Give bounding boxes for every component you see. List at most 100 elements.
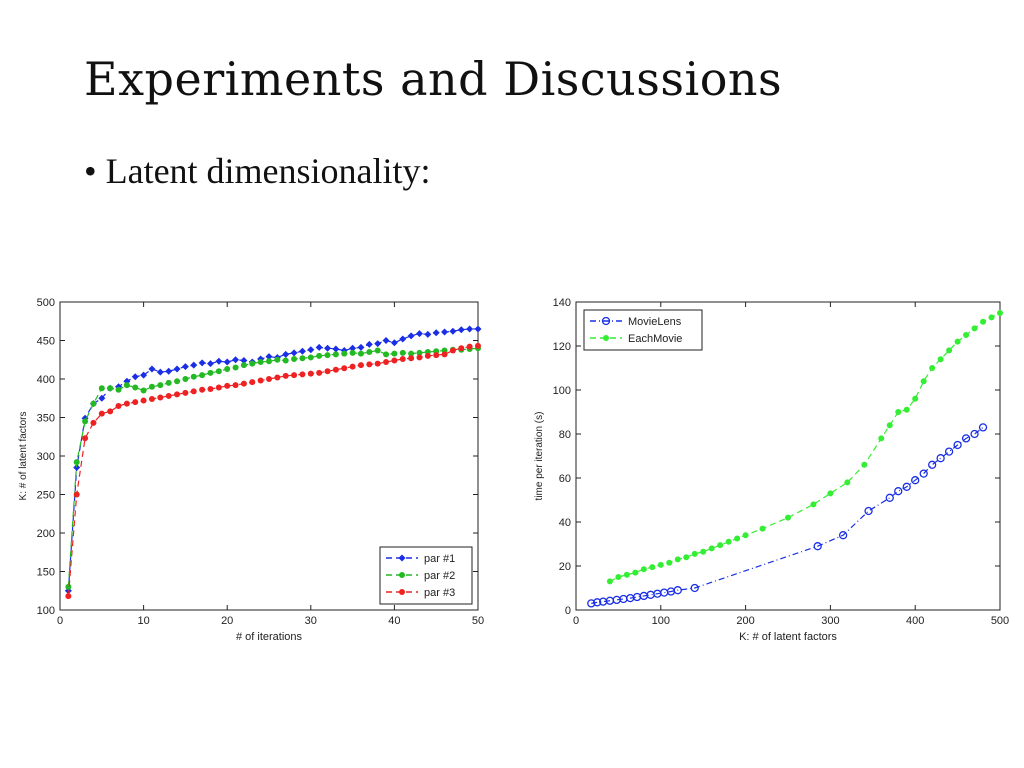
data-point	[215, 368, 222, 375]
x-axis-label: K: # of latent factors	[739, 631, 837, 643]
data-point	[298, 347, 306, 355]
data-point	[215, 384, 222, 391]
data-point	[157, 382, 164, 389]
data-point	[307, 354, 314, 361]
data-point	[299, 355, 306, 362]
data-point	[374, 347, 381, 354]
data-point	[449, 327, 457, 335]
data-point	[593, 598, 602, 607]
data-point	[132, 384, 139, 391]
data-point	[190, 388, 197, 395]
data-point	[374, 340, 382, 348]
data-point	[215, 357, 223, 365]
y-tick-label: 400	[37, 374, 55, 386]
data-point	[861, 461, 868, 468]
data-point	[399, 355, 406, 362]
data-point	[291, 355, 298, 362]
data-point	[810, 501, 817, 508]
data-point	[123, 400, 130, 407]
data-point	[190, 373, 197, 380]
data-point	[232, 382, 239, 389]
time-chart: 0 100 200 300 400 500 0 20 40 60 80 100 120 140 K: # o…	[528, 290, 1018, 650]
data-point	[466, 343, 473, 350]
data-point	[265, 353, 273, 361]
data-point	[415, 330, 423, 338]
data-point	[466, 325, 474, 333]
data-point	[813, 542, 822, 551]
data-point	[206, 360, 214, 368]
data-point	[407, 332, 415, 340]
legend-label: EachMovie	[628, 333, 682, 345]
data-point	[391, 350, 398, 357]
data-point	[441, 328, 449, 336]
data-point	[98, 394, 106, 402]
series-line-0	[591, 426, 984, 604]
data-point	[282, 372, 289, 379]
data-point	[357, 362, 364, 369]
data-point	[929, 365, 936, 371]
y-tick-label: 350	[37, 413, 55, 425]
data-point	[660, 588, 669, 597]
y-tick-label: 80	[559, 429, 571, 441]
data-point	[708, 545, 715, 552]
y-tick-label: 150	[37, 567, 55, 579]
data-point	[885, 493, 894, 502]
data-point	[291, 372, 298, 379]
data-point	[82, 418, 89, 425]
data-point	[240, 362, 247, 369]
data-point	[978, 423, 988, 432]
y-tick-label: 250	[37, 490, 55, 502]
legend-label: par #3	[424, 587, 455, 599]
data-point	[274, 356, 281, 363]
data-point	[691, 550, 698, 557]
data-point	[240, 380, 247, 387]
data-point	[912, 395, 919, 402]
data-point	[399, 349, 406, 356]
data-point	[307, 346, 315, 354]
legend-marker	[399, 589, 405, 595]
data-point	[90, 400, 97, 407]
slide-title: Experiments and Discussions	[84, 52, 783, 106]
data-point	[357, 343, 365, 351]
data-point	[399, 335, 407, 343]
data-point	[416, 354, 423, 361]
data-point	[623, 571, 630, 578]
data-point	[961, 434, 971, 443]
data-point	[249, 379, 256, 386]
data-point	[365, 340, 373, 348]
data-point	[416, 349, 423, 356]
x-axis-label: # of iterations	[236, 631, 303, 643]
data-point	[441, 351, 448, 358]
data-point	[902, 482, 911, 491]
data-point	[349, 349, 356, 356]
data-point	[199, 386, 206, 393]
data-point	[674, 556, 681, 563]
data-point	[324, 352, 331, 359]
data-point	[324, 368, 331, 375]
y-tick-label: 60	[559, 473, 571, 485]
data-point	[911, 476, 920, 485]
data-point	[383, 351, 390, 358]
legend-marker	[398, 554, 406, 562]
data-point	[827, 490, 834, 497]
x-tick-label: 200	[736, 615, 754, 627]
data-point	[341, 350, 348, 357]
data-point	[357, 350, 364, 357]
data-point	[115, 386, 122, 393]
data-point	[73, 464, 81, 472]
x-tick-label: 300	[821, 615, 839, 627]
data-point	[936, 454, 945, 463]
data-point	[963, 332, 970, 338]
iterations-chart: 0 10 20 30 40 50 100 150 200 250 300 350 400 450 500 # …	[10, 290, 500, 650]
data-point	[132, 399, 139, 406]
data-point	[282, 350, 290, 358]
data-point	[391, 357, 398, 364]
data-point	[954, 338, 961, 345]
data-point	[920, 378, 927, 385]
data-point	[683, 554, 690, 561]
data-point	[98, 410, 105, 417]
y-axis-label: time per iteration (s)	[534, 412, 545, 501]
iterations-chart-svg: 0 10 20 30 40 50 100 150 200 250 300 350 400 450 500 # …	[18, 297, 484, 643]
data-point	[657, 561, 664, 568]
data-point	[324, 344, 332, 352]
